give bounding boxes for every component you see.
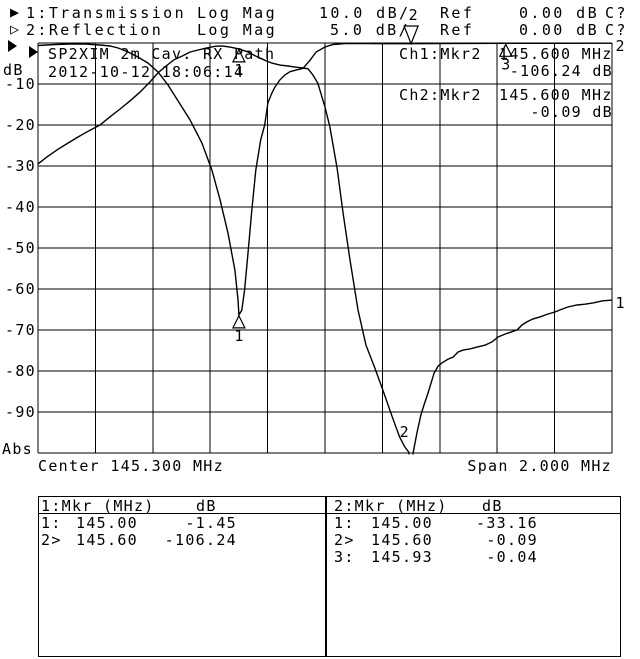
measurement-timestamp: 2012-10-12 18:06:14 [48,63,245,81]
marker-row-freq: 145.60 [76,531,138,549]
marker-row-id: 1: [41,514,62,532]
marker-number-label: 1 [234,327,243,345]
marker-number-label: 1 [234,61,243,79]
marker-triangle-icon [498,42,513,57]
trace-end-number: 1 [615,294,624,312]
y-axis-tick-label: -70 [5,321,36,339]
ch1-cal-status: C? [605,4,628,22]
ch2-active-indicator-icon: ▷ [10,20,22,38]
ch2-marker-freq: 145.600 MHz [499,86,613,104]
trace-transmission [38,45,612,455]
ch2-scale: 5.0 dB/ [330,21,411,39]
ch1-format: Log Mag [197,4,278,22]
ch2-ref-label: Ref [440,21,475,39]
marker-row-db: -0.09 [486,531,538,549]
marker-row-freq: 145.00 [76,514,138,532]
y-axis-tick-label: -40 [5,198,36,216]
marker-table-title: 1:Mkr (MHz) [41,497,155,515]
ch1-scale: 10.0 dB/ [319,4,411,22]
y-axis-bottom-label: Abs [2,440,33,458]
measurement-chart: 1 2 1 2 3 1 2 [8,6,625,455]
marker-table-title: 2:Mkr (MHz) [334,497,448,515]
marker-row-db: -33.16 [476,514,538,532]
ch2-format: Log Mag [197,21,278,39]
ch2-cal-status: C? [605,21,628,39]
y-axis-tick-label: -30 [5,157,36,175]
ch1-ref-value: 0.00 dB [519,4,600,22]
chart-grid [37,42,613,454]
trace-end-number: 2 [615,37,624,55]
marker-row-freq: 145.93 [371,548,433,566]
marker-triangle-icon [403,25,419,46]
ch2-marker-readout-label: Ch2:Mkr2 [399,86,482,104]
y-axis-tick-label: -50 [5,239,36,257]
ch2-marker-value: -0.09 dB [530,103,613,121]
marker-row-db: -0.04 [486,548,538,566]
y-axis-tick-label: -20 [5,116,36,134]
measurement-title: SP2XIM 2m Cav. RX Path [48,45,276,63]
y-axis-tick-label: -60 [5,280,36,298]
marker-row-id: 2> [334,531,355,549]
ch1-marker-freq: 145.600 MHz [499,45,613,63]
ch1-marker-readout-label: Ch1:Mkr2 [399,45,482,63]
ch1-marker-value: -106.24 dB [509,62,613,80]
marker-triangle-icon [231,314,246,329]
y-axis-unit: dB [3,61,24,79]
ref-level-indicator-icon [8,40,17,52]
marker-triangle-icon [231,48,246,63]
table-header-divider [327,513,620,514]
y-axis-tick-label: -80 [5,362,36,380]
ref-level-indicator-icon [29,46,38,58]
marker-number-label: 2 [409,6,418,24]
marker-row-freq: 145.60 [371,531,433,549]
marker-row-id: 3: [334,548,355,566]
marker-row-id: 1: [334,514,355,532]
x-axis-span-label: Span 2.000 MHz [467,457,612,475]
table-header-divider [39,513,325,514]
marker-table-ch1: 1:Mkr (MHz) dB 1: 145.00 -1.45 2> 145.60 -106… [38,496,326,657]
x-axis-center-label: Center 145.300 MHz [38,457,224,475]
marker-row-db: -106.24 [164,531,237,549]
marker-row-id: 2> [41,531,62,549]
marker-number-label: 2 [400,423,409,441]
marker-row-freq: 145.00 [371,514,433,532]
ch2-ref-value: 0.00 dB [519,21,600,39]
y-axis-tick-label: -90 [5,403,36,421]
ch1-ref-label: Ref [440,4,475,22]
y-axis-tick-label: -10 [5,75,36,93]
ch1-trace-label: 1:Transmission [26,4,187,22]
marker-table-col-header: dB [482,497,503,515]
marker-table-col-header: dB [196,497,217,515]
marker-number-label: 3 [501,55,510,73]
trace-reflection [38,42,612,318]
ch2-trace-label: 2:Reflection [26,21,164,39]
marker-row-db: -1.45 [185,514,237,532]
ch1-active-indicator-icon: ▶ [10,3,22,21]
marker-table-ch2: 2:Mkr (MHz) dB 1: 145.00 -33.16 2> 145.60 -0.… [326,496,621,657]
